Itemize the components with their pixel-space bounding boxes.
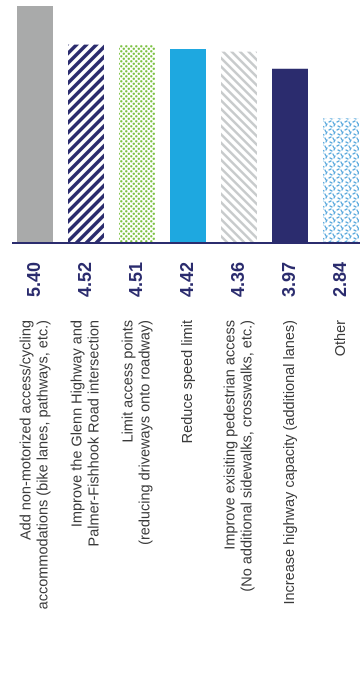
value-label-7: 2.84 <box>330 262 350 297</box>
bar-7 <box>323 118 359 243</box>
value-label-3: 4.51 <box>126 262 146 297</box>
value-label-4: 4.42 <box>177 262 197 297</box>
bar-1 <box>17 6 53 243</box>
value-labels-group: 5.40 4.52 4.51 4.42 4.36 3.97 2.84 <box>24 262 350 297</box>
category-label-2-line-2: Palmer-Fishhook Road intersection <box>86 320 102 546</box>
bar-2 <box>68 44 104 243</box>
category-labels-group: Add non-motorized access/cycling accommod… <box>18 320 349 609</box>
category-label-5-line-1: Improve exisiting pedestrian access <box>222 320 238 550</box>
category-label-6-line-1: Increase highway capacity (additional la… <box>282 320 298 605</box>
bar-5 <box>221 51 257 244</box>
category-label-1-line-1: Add non-motorized access/cycling <box>18 320 34 540</box>
category-label-5-line-2: (No additional sidewalks, crosswalks, et… <box>239 320 255 592</box>
category-label-3-line-2: (reducing driveways onto roadway) <box>137 320 153 545</box>
value-label-2: 4.52 <box>75 262 95 297</box>
bar-4 <box>170 49 206 244</box>
value-label-6: 3.97 <box>279 262 299 297</box>
bars-group <box>17 6 359 244</box>
category-label-7-line-1: Other <box>333 320 349 356</box>
category-label-3-line-1: Limit access points <box>120 320 136 443</box>
bar-6 <box>272 68 308 243</box>
value-label-5: 4.36 <box>228 262 248 297</box>
category-label-4-line-1: Reduce speed limit <box>180 320 196 443</box>
value-label-1: 5.40 <box>24 262 44 297</box>
category-label-1-line-2: accommodations (bike lanes, pathways, et… <box>35 320 51 609</box>
category-label-2-line-1: Improve the Glenn Highway and <box>69 320 85 527</box>
bar-3 <box>119 45 155 243</box>
